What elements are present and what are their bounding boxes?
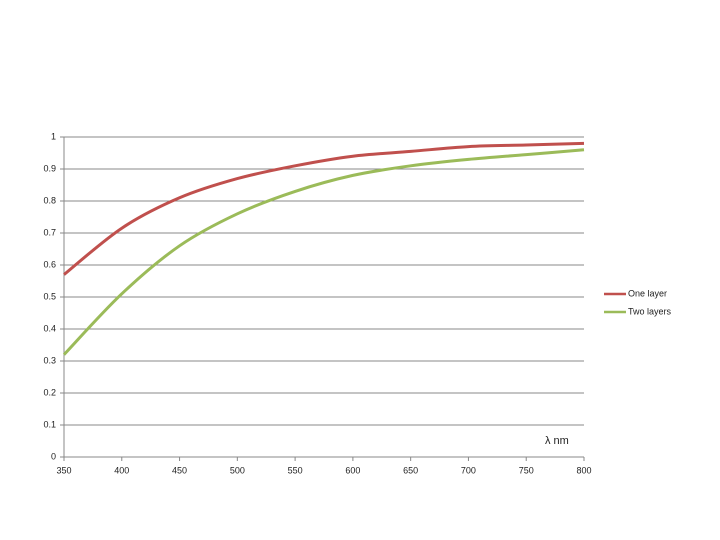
y-tick-label: 0.3: [43, 355, 56, 365]
legend-label: One layer: [628, 288, 667, 298]
x-tick-label: 500: [230, 465, 245, 475]
x-tick-label: 350: [56, 465, 71, 475]
x-tick-label: 400: [114, 465, 129, 475]
y-tick-label: 0: [51, 451, 56, 461]
y-tick-label: 1: [51, 131, 56, 141]
y-tick-label: 0.5: [43, 291, 56, 301]
series-line: [63, 141, 585, 276]
legend-label: Two layers: [628, 306, 672, 316]
x-tick-label: 450: [172, 465, 187, 475]
x-tick-label: 800: [576, 465, 591, 475]
y-tick-label: 0.6: [43, 259, 56, 269]
x-tick-label: 700: [461, 465, 476, 475]
annotation: λ nm: [545, 435, 569, 447]
y-tick-label: 0.2: [43, 387, 56, 397]
x-tick-label: 550: [288, 465, 303, 475]
y-tick-label: 0.7: [43, 227, 56, 237]
y-tick-label: 0.1: [43, 419, 56, 429]
series-line: [62, 148, 585, 356]
y-tick-label: 0.4: [43, 323, 56, 333]
x-tick-label: 650: [403, 465, 418, 475]
y-tick-label: 0.8: [43, 195, 56, 205]
y-tick-label: 0.9: [43, 163, 56, 173]
x-tick-label: 600: [345, 465, 360, 475]
x-tick-label: 750: [519, 465, 534, 475]
